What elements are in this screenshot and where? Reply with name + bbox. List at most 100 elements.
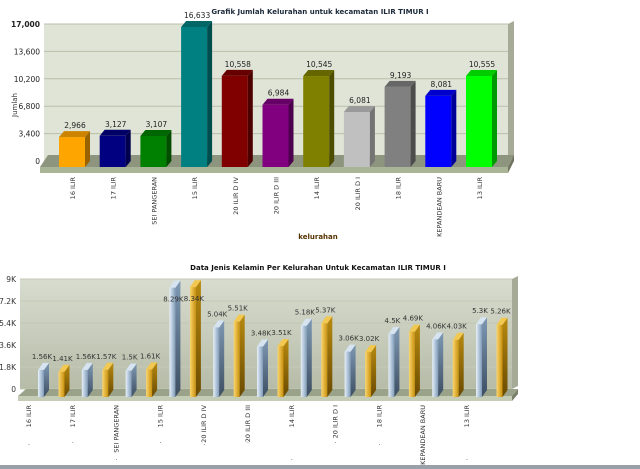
bar-top	[181, 20, 213, 27]
bar	[181, 26, 208, 168]
bar-side	[371, 345, 377, 397]
data-label: 1.57K	[96, 353, 117, 361]
bar-side	[410, 80, 416, 167]
bar-top	[59, 131, 90, 138]
plot-side-wall	[512, 276, 518, 389]
data-label: 8.34K	[184, 295, 205, 303]
data-label: 4.03K	[447, 323, 468, 331]
bar-top	[321, 316, 333, 324]
bar	[257, 346, 263, 397]
x-tick-label: 16 ILIR	[25, 405, 33, 428]
bar	[102, 369, 109, 397]
x-tick-sublabel: .	[247, 438, 249, 445]
x-tick-label: 20 ILIR D III	[244, 405, 252, 442]
bar-side	[350, 344, 356, 397]
bar-top	[300, 318, 312, 326]
data-label: 3.06K	[339, 335, 360, 343]
bar-side	[125, 129, 131, 167]
x-tick-label: 14 ILIR	[288, 405, 296, 428]
bar-side	[87, 362, 93, 397]
data-label: 4.5K	[385, 317, 401, 325]
x-tick-label: 20 ILIR D I	[332, 405, 340, 438]
bar	[425, 95, 452, 167]
data-label: 2,966	[64, 121, 86, 130]
data-label: 5.18K	[295, 309, 316, 317]
floor-front	[40, 167, 508, 173]
bar-top	[140, 129, 172, 136]
bar-side	[195, 280, 201, 397]
bar-side	[219, 320, 225, 397]
plot-side-wall	[508, 21, 514, 161]
x-tick-label: 13 ILIR	[463, 405, 471, 428]
x-tick-label: 20 ILIR D III	[273, 177, 281, 214]
bottom-scrollbar[interactable]	[0, 465, 640, 469]
bar-side	[329, 70, 335, 167]
x-tick-sublabel: .	[116, 455, 118, 462]
bar-side	[175, 280, 181, 397]
bar	[277, 346, 284, 397]
bar-top	[189, 280, 201, 288]
bar	[38, 369, 44, 397]
data-label: 10,558	[225, 60, 251, 69]
y-tick-label: 17,000	[11, 20, 40, 29]
data-label: 5.51K	[228, 305, 249, 313]
y-tick-label: 0	[11, 385, 16, 394]
x-tick-sublabel: .	[466, 455, 468, 462]
y-tick-label: 0	[35, 157, 40, 166]
data-label: 5.04K	[207, 310, 228, 318]
bar-top	[408, 324, 420, 332]
bar-top	[102, 362, 114, 370]
bar-top	[38, 362, 49, 370]
bar-top	[432, 332, 444, 340]
x-tick-sublabel: .	[72, 438, 74, 445]
y-axis-title: Jumlah	[11, 93, 19, 118]
bar	[344, 351, 351, 397]
y-tick-label: 6,800	[19, 102, 41, 111]
bar-side	[288, 98, 294, 167]
bar	[388, 334, 395, 397]
bar-top	[169, 280, 181, 288]
bar-top	[233, 314, 245, 322]
data-label: 5.3K	[472, 307, 488, 315]
bar-top	[81, 362, 93, 370]
bar-side	[306, 318, 312, 397]
bar	[384, 86, 411, 167]
data-label: 3,107	[146, 120, 168, 129]
bar-top	[303, 70, 335, 77]
bar-side	[482, 317, 487, 397]
data-label: 5.37K	[315, 306, 336, 314]
y-tick-label: 13,600	[14, 47, 40, 56]
y-tick-label: 7.2K	[0, 297, 17, 306]
x-tick-label: 15 ILIR	[191, 177, 199, 200]
bar	[476, 324, 482, 397]
bar-top	[365, 345, 377, 353]
bar	[496, 324, 503, 397]
x-tick-label: SEI PANGERAN	[113, 405, 121, 453]
x-tick-label: 18 ILIR	[395, 177, 403, 200]
data-label: 5.26K	[490, 308, 511, 316]
bar	[466, 75, 492, 167]
bar-top	[257, 339, 268, 347]
bar-top	[343, 105, 375, 112]
bar-top	[425, 89, 457, 96]
bar-side	[131, 363, 137, 397]
bar	[140, 135, 167, 167]
bar-top	[496, 317, 508, 325]
data-label: 3.02K	[359, 335, 380, 343]
x-tick-label: 20 ILIR D I	[354, 177, 362, 210]
x-tick-sublabel: .	[378, 440, 380, 447]
bar-top	[466, 69, 497, 76]
bar-top	[58, 364, 70, 372]
x-tick-sublabel: .	[159, 438, 161, 445]
bar-side	[44, 362, 49, 397]
bar	[213, 327, 220, 397]
x-tick-sublabel: .	[28, 440, 30, 447]
data-label: 6,081	[349, 96, 371, 105]
chart-title: Data Jenis Kelamin Per Kelurahan Untuk K…	[190, 264, 446, 272]
data-label: 3,127	[105, 120, 127, 129]
x-tick-label: KEPANDEAN BARU	[435, 177, 443, 237]
bar	[169, 287, 176, 397]
bar-side	[502, 317, 508, 397]
x-tick-label: 20 ILIR D IV	[232, 176, 240, 214]
